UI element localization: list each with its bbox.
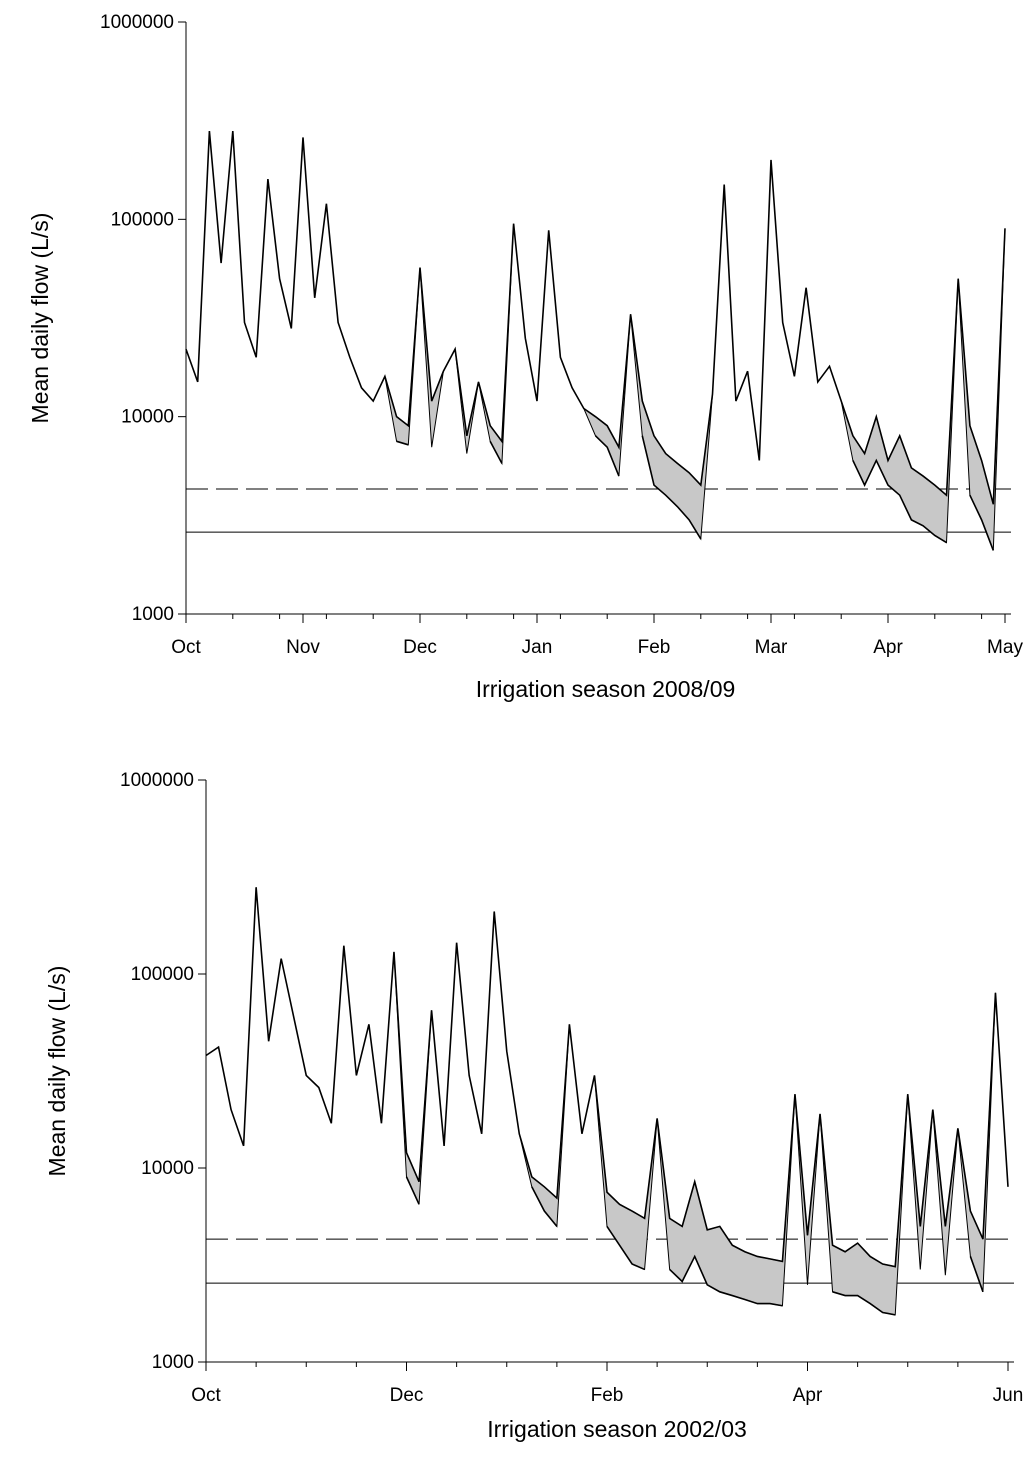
y-tick-label: 100000 <box>131 964 194 985</box>
y-tick-label: 1000000 <box>100 12 174 33</box>
x-tick-label: Feb <box>638 637 671 658</box>
y-axis-label: Mean daily flow (L/s) <box>44 966 70 1177</box>
x-tick-label: Apr <box>873 637 903 658</box>
shaded-area <box>794 1094 821 1285</box>
x-tick-label: Oct <box>191 1385 221 1406</box>
shaded-area <box>932 1109 959 1276</box>
flow-line <box>185 131 1006 505</box>
x-axis-label: Irrigation season 2008/09 <box>476 676 736 702</box>
y-tick-label: 10000 <box>121 407 174 428</box>
y-axis-label: Mean daily flow (L/s) <box>27 213 53 424</box>
shaded-area <box>840 278 959 544</box>
y-tick-label: 1000 <box>132 604 174 625</box>
shaded-area <box>630 314 713 541</box>
shaded-area <box>957 992 996 1292</box>
shaded-area <box>819 1094 909 1316</box>
x-tick-label: Jun <box>993 1385 1024 1406</box>
x-tick-label: Jan <box>522 637 553 658</box>
x-tick-label: Dec <box>403 637 437 658</box>
x-tick-label: Apr <box>793 1385 823 1406</box>
y-tick-label: 1000 <box>152 1352 194 1373</box>
lower-line <box>396 435 995 551</box>
y-tick-label: 100000 <box>111 209 174 230</box>
shaded-area <box>478 223 515 466</box>
shaded-area <box>419 267 444 448</box>
x-tick-label: May <box>987 637 1023 658</box>
shaded-area <box>593 1075 658 1271</box>
x-tick-label: Mar <box>755 637 788 658</box>
x-tick-label: Dec <box>390 1385 424 1406</box>
y-tick-label: 10000 <box>141 1158 194 1179</box>
shaded-area <box>656 1094 796 1307</box>
shaded-area <box>384 267 421 446</box>
x-tick-label: Oct <box>171 637 201 658</box>
flow-line <box>205 887 1009 1268</box>
y-tick-label: 1000000 <box>120 770 194 791</box>
x-axis-label: Irrigation season 2002/03 <box>487 1416 747 1442</box>
x-tick-label: Nov <box>286 637 320 658</box>
x-tick-label: Feb <box>591 1385 624 1406</box>
lower-line <box>405 1176 984 1316</box>
shaded-area <box>907 1094 934 1270</box>
